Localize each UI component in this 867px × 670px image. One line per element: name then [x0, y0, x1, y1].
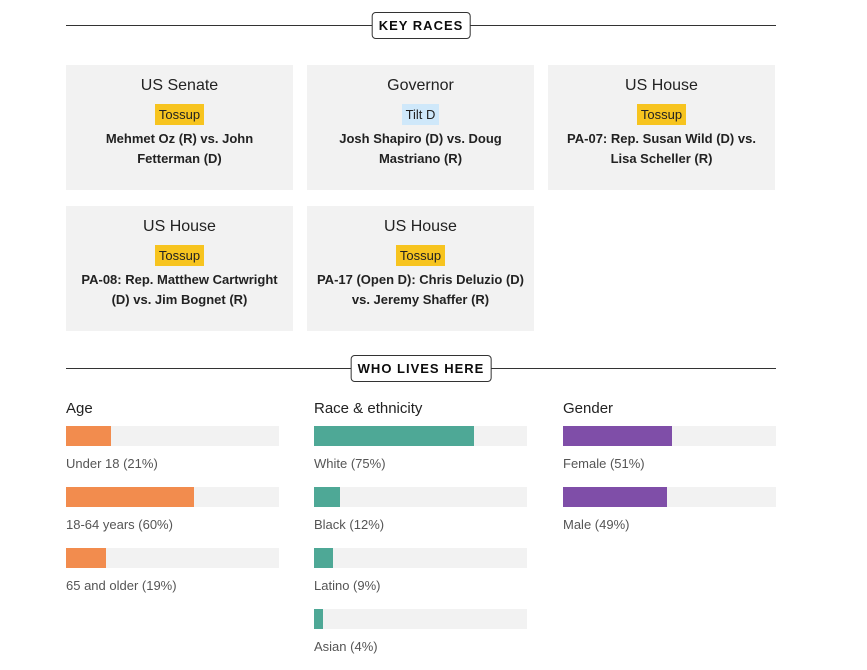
demographic-group: Age Under 18 (21%) 18-64 years (60%) 65 … — [66, 400, 279, 609]
bar-track — [314, 548, 527, 568]
race-office: US House — [143, 218, 216, 235]
bar-label: 18-64 years (60%) — [66, 517, 173, 532]
bar-fill — [314, 548, 334, 568]
bar-fill — [314, 426, 474, 446]
bar-track — [563, 487, 776, 507]
bar-track — [66, 426, 279, 446]
section-title: WHO LIVES HERE — [350, 355, 492, 382]
bar-label: Female (51%) — [563, 456, 645, 471]
race-card[interactable]: US Senate Tossup Mehmet Oz (R) vs. John … — [66, 65, 293, 190]
race-card[interactable]: US House Tossup PA-07: Rep. Susan Wild (… — [548, 65, 775, 190]
bar-label: Black (12%) — [314, 517, 385, 532]
bar-label: Under 18 (21%) — [66, 456, 158, 471]
race-card[interactable]: US House Tossup PA-08: Rep. Matthew Cart… — [66, 206, 293, 331]
bar-track — [314, 487, 527, 507]
rating-badge: Tossup — [154, 245, 205, 266]
demographic-group: Gender Female (51%) Male (49%) — [563, 400, 776, 548]
bar-track — [314, 609, 527, 629]
bar-label: 65 and older (19%) — [66, 578, 177, 593]
race-matchup: PA-17 (Open D): Chris Deluzio (D) vs. Je… — [316, 272, 525, 307]
group-heading: Age — [66, 400, 93, 417]
bar-fill — [563, 426, 672, 446]
group-heading: Gender — [563, 400, 614, 417]
bar-fill — [66, 487, 194, 507]
race-office: US House — [625, 77, 698, 94]
race-office: US House — [384, 218, 457, 235]
race-matchup: PA-07: Rep. Susan Wild (D) vs. Lisa Sche… — [567, 131, 756, 166]
race-card[interactable]: US House Tossup PA-17 (Open D): Chris De… — [307, 206, 534, 331]
key-races-grid: US Senate Tossup Mehmet Oz (R) vs. John … — [66, 65, 776, 331]
race-office: US Senate — [140, 77, 219, 94]
who-lives-here-header: WHO LIVES HERE — [66, 355, 776, 383]
race-matchup: PA-08: Rep. Matthew Cartwright (D) vs. J… — [81, 272, 278, 307]
bar-fill — [314, 609, 323, 629]
bar-label: White (75%) — [314, 456, 386, 471]
rating-badge: Tossup — [154, 104, 205, 125]
bar-label: Latino (9%) — [314, 578, 381, 593]
race-matchup: Mehmet Oz (R) vs. John Fetterman (D) — [105, 131, 254, 166]
group-heading: Race & ethnicity — [314, 400, 423, 417]
bar-track — [66, 548, 279, 568]
demographic-group: Race & ethnicity White (75%) Black (12%)… — [314, 400, 527, 670]
race-office: Governor — [387, 77, 454, 94]
section-title: KEY RACES — [371, 12, 471, 39]
bar-fill — [66, 426, 111, 446]
race-matchup: Josh Shapiro (D) vs. Doug Mastriano (R) — [339, 131, 502, 166]
bar-track — [563, 426, 776, 446]
bar-track — [66, 487, 279, 507]
race-card[interactable]: Governor Tilt D Josh Shapiro (D) vs. Dou… — [307, 65, 534, 190]
rating-badge: Tossup — [395, 245, 446, 266]
bar-label: Asian (4%) — [314, 639, 378, 654]
rating-badge: Tilt D — [401, 104, 440, 125]
bar-fill — [66, 548, 107, 568]
bar-fill — [314, 487, 340, 507]
bar-fill — [563, 487, 668, 507]
bar-track — [314, 426, 527, 446]
key-races-header: KEY RACES — [66, 12, 776, 40]
bar-label: Male (49%) — [563, 517, 630, 532]
rating-badge: Tossup — [636, 104, 687, 125]
